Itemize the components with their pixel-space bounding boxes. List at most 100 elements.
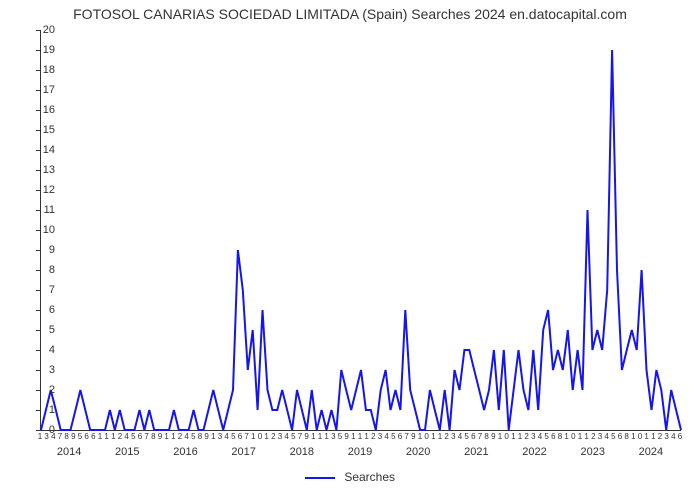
x-month-label: 7 <box>404 432 408 441</box>
x-month-label: 1 <box>211 432 215 441</box>
x-month-label: 4 <box>604 432 608 441</box>
x-month-label: 1 <box>324 432 328 441</box>
x-month-label: 4 <box>671 432 675 441</box>
y-tick <box>36 330 40 331</box>
x-month-label: 9 <box>411 432 415 441</box>
x-year-label: 2019 <box>348 446 372 458</box>
x-month-label: 6 <box>551 432 555 441</box>
x-month-label: 4 <box>284 432 288 441</box>
y-tick <box>36 90 40 91</box>
x-month-label: 1 <box>38 432 42 441</box>
x-month-label: 0 <box>424 432 428 441</box>
x-month-label: 2 <box>371 432 375 441</box>
legend-label: Searches <box>344 470 395 484</box>
x-month-label: 0 <box>258 432 262 441</box>
x-year-label: 2017 <box>231 446 255 458</box>
x-month-label: 1 <box>564 432 568 441</box>
x-month-label: 2 <box>271 432 275 441</box>
y-tick <box>36 350 40 351</box>
x-month-label: 6 <box>84 432 88 441</box>
y-tick <box>36 370 40 371</box>
y-tick <box>36 430 40 431</box>
x-month-label: 1 <box>631 432 635 441</box>
x-month-label: 4 <box>458 432 462 441</box>
x-month-label: 5 <box>231 432 235 441</box>
x-month-label: 4 <box>51 432 55 441</box>
plot-area <box>40 30 681 431</box>
x-month-label: 1 <box>418 432 422 441</box>
x-month-label: 5 <box>191 432 195 441</box>
x-month-label: 1 <box>578 432 582 441</box>
x-month-label: 3 <box>664 432 668 441</box>
x-month-label: 8 <box>198 432 202 441</box>
x-month-label: 7 <box>298 432 302 441</box>
x-month-label: 3 <box>44 432 48 441</box>
x-month-label: 6 <box>471 432 475 441</box>
x-month-label: 7 <box>478 432 482 441</box>
y-tick <box>36 210 40 211</box>
y-tick <box>36 290 40 291</box>
x-month-label: 3 <box>531 432 535 441</box>
x-month-label: 9 <box>158 432 162 441</box>
x-month-label: 5 <box>464 432 468 441</box>
x-month-label: 5 <box>131 432 135 441</box>
x-month-label: 9 <box>204 432 208 441</box>
x-month-label: 1 <box>164 432 168 441</box>
x-month-label: 1 <box>518 432 522 441</box>
x-month-label: 5 <box>78 432 82 441</box>
x-month-label: 7 <box>144 432 148 441</box>
x-month-label: 5 <box>338 432 342 441</box>
x-month-label: 1 <box>171 432 175 441</box>
x-month-label: 1 <box>438 432 442 441</box>
x-month-label: 8 <box>558 432 562 441</box>
y-tick <box>36 250 40 251</box>
x-year-label: 2014 <box>57 446 81 458</box>
x-year-label: 2018 <box>290 446 314 458</box>
x-month-label: 1 <box>364 432 368 441</box>
x-month-label: 2 <box>591 432 595 441</box>
y-tick <box>36 410 40 411</box>
x-month-label: 7 <box>58 432 62 441</box>
x-year-label: 2024 <box>639 446 663 458</box>
x-year-label: 2020 <box>406 446 430 458</box>
x-month-label: 1 <box>311 432 315 441</box>
x-month-label: 1 <box>318 432 322 441</box>
x-month-label: 2 <box>658 432 662 441</box>
x-month-label: 1 <box>351 432 355 441</box>
x-month-label: 3 <box>378 432 382 441</box>
x-month-label: 9 <box>491 432 495 441</box>
x-month-label: 8 <box>624 432 628 441</box>
x-month-label: 2 <box>118 432 122 441</box>
x-month-label: 0 <box>638 432 642 441</box>
x-month-label: 0 <box>571 432 575 441</box>
x-month-label: 3 <box>451 432 455 441</box>
x-month-label: 9 <box>71 432 75 441</box>
x-month-label: 1 <box>98 432 102 441</box>
x-month-label: 6 <box>678 432 682 441</box>
x-month-label: 1 <box>651 432 655 441</box>
x-month-label: 1 <box>104 432 108 441</box>
x-month-label: 6 <box>91 432 95 441</box>
x-month-label: 6 <box>238 432 242 441</box>
x-month-label: 5 <box>611 432 615 441</box>
x-month-label: 1 <box>498 432 502 441</box>
x-month-label: 8 <box>151 432 155 441</box>
y-tick <box>36 150 40 151</box>
x-month-label: 3 <box>331 432 335 441</box>
legend-line-sample <box>305 477 335 479</box>
x-month-label: 5 <box>291 432 295 441</box>
x-year-label: 2022 <box>522 446 546 458</box>
x-month-label: 8 <box>64 432 68 441</box>
x-month-label: 4 <box>384 432 388 441</box>
x-month-label: 1 <box>251 432 255 441</box>
x-month-label: 1 <box>264 432 268 441</box>
y-tick <box>36 190 40 191</box>
x-month-label: 2 <box>524 432 528 441</box>
x-year-label: 2023 <box>580 446 604 458</box>
x-year-label: 2021 <box>464 446 488 458</box>
x-month-label: 3 <box>598 432 602 441</box>
x-month-label: 1 <box>584 432 588 441</box>
x-year-label: 2015 <box>115 446 139 458</box>
x-month-label: 0 <box>504 432 508 441</box>
line-path-svg <box>41 30 681 430</box>
